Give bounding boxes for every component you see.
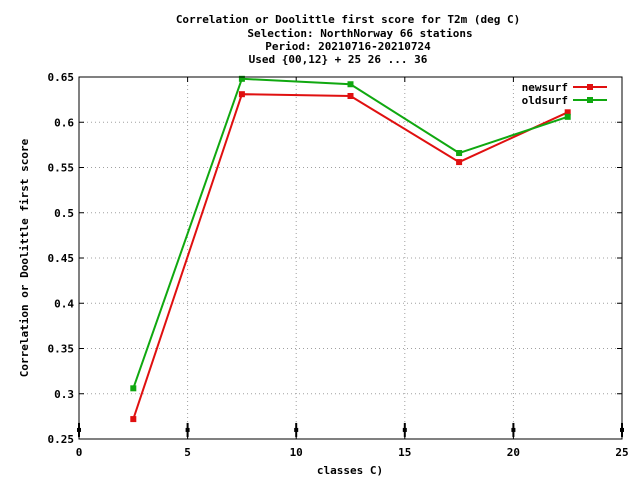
- baseline-marker-point: [294, 427, 299, 432]
- x-tick-label: 5: [184, 446, 191, 459]
- data-point-oldsurf: [130, 385, 137, 392]
- legend-label-newsurf: newsurf: [522, 81, 568, 94]
- x-tick-labels: 0 5 10 15 20 25: [76, 446, 629, 459]
- x-tick-label: 25: [615, 446, 628, 459]
- baseline-markers: [77, 422, 624, 437]
- data-point-newsurf: [238, 91, 245, 98]
- series-line-oldsurf: [132, 77, 569, 389]
- y-tick-label: 0.3: [54, 388, 74, 401]
- data-point-newsurf: [130, 416, 137, 423]
- legend-marker-newsurf: [587, 84, 593, 90]
- x-tick-label: 10: [290, 446, 303, 459]
- baseline-marker-point: [402, 427, 407, 432]
- data-point-newsurf: [564, 109, 571, 116]
- data-point-oldsurf: [347, 81, 354, 88]
- data-point-oldsurf: [238, 75, 245, 82]
- x-tick-label: 20: [507, 446, 520, 459]
- plot-frame: [78, 76, 623, 440]
- data-point-oldsurf: [456, 150, 463, 157]
- y-tick-label: 0.5: [54, 207, 74, 220]
- chart-subtitle-selection: Selection: NorthNorway 66 stations: [247, 27, 472, 40]
- y-tick-label: 0.6: [54, 116, 74, 129]
- baseline-marker-point: [185, 427, 190, 432]
- chart-title: Correlation or Doolittle first score for…: [176, 13, 520, 26]
- y-tick-label: 0.25: [48, 433, 75, 446]
- legend-marker-oldsurf: [587, 97, 593, 103]
- y-tick-labels: 0.25 0.3 0.35 0.4 0.45 0.5 0.55 0.6 0.65: [48, 71, 75, 446]
- y-tick-label: 0.65: [48, 71, 75, 84]
- series-lines: [130, 75, 571, 423]
- axis-ticks: [78, 76, 623, 440]
- y-tick-label: 0.45: [48, 252, 75, 265]
- chart-title-block: Correlation or Doolittle first score for…: [176, 13, 520, 66]
- data-point-newsurf: [456, 159, 463, 166]
- baseline-marker-point: [511, 427, 516, 432]
- chart-subtitle-period: Period: 20210716-20210724: [265, 40, 431, 53]
- data-point-oldsurf: [564, 113, 571, 120]
- y-tick-label: 0.35: [48, 343, 75, 356]
- data-point-newsurf: [347, 93, 354, 100]
- x-tick-label: 15: [398, 446, 411, 459]
- y-axis-label: Correlation or Doolittle first score: [18, 138, 31, 377]
- y-tick-label: 0.55: [48, 162, 75, 175]
- x-axis-label: classes C): [317, 464, 383, 477]
- series-line-newsurf: [132, 93, 569, 420]
- chart-subtitle-used: Used {00,12} + 25 26 ... 36: [249, 53, 428, 66]
- x-tick-label: 0: [76, 446, 83, 459]
- legend-label-oldsurf: oldsurf: [522, 94, 568, 107]
- y-tick-label: 0.4: [54, 297, 74, 310]
- grid: [79, 77, 622, 439]
